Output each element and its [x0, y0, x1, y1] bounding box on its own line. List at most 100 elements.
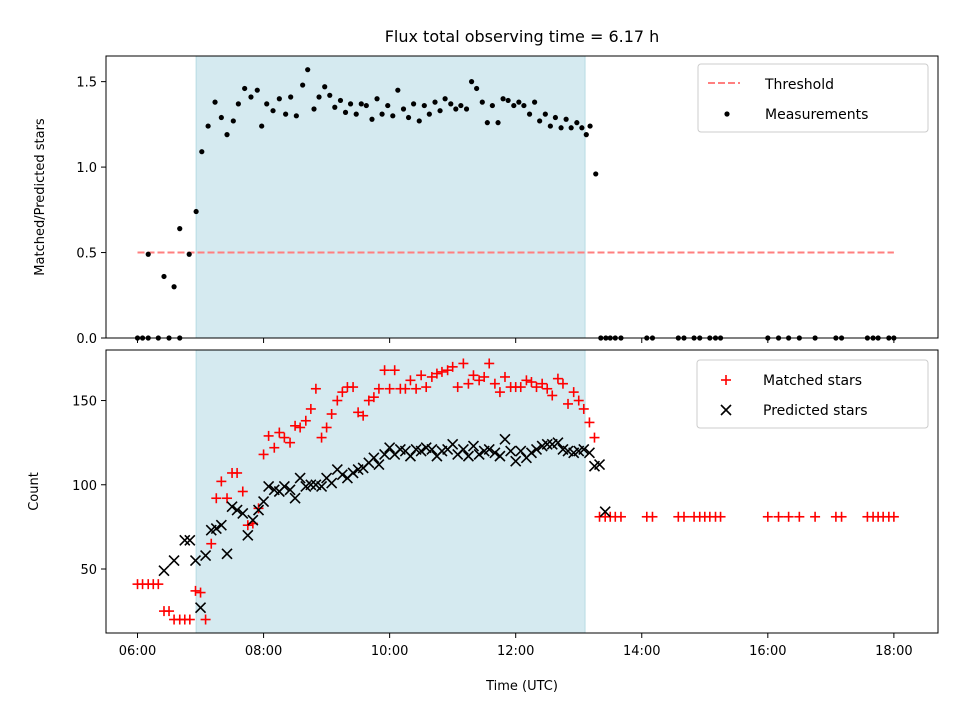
measurement-point — [437, 108, 443, 114]
top-legend: Threshold Measurements — [697, 63, 929, 133]
measurement-point — [448, 101, 454, 107]
matched-star-point — [494, 387, 505, 398]
predicted-star-point — [583, 447, 596, 459]
matched-star-point — [442, 365, 453, 376]
matched-star-point — [542, 383, 553, 394]
x-tick-label: 14:00 — [623, 644, 660, 659]
predicted-star-point — [278, 480, 290, 493]
y-tick-label: 0.5 — [76, 247, 97, 262]
measurement-point — [583, 132, 589, 138]
predicted-star-point — [200, 549, 212, 562]
predicted-star-point — [426, 443, 438, 455]
matched-star-point — [285, 437, 296, 448]
chart-title: Flux total observing time = 6.17 h — [385, 27, 660, 46]
predicted-star-point — [326, 477, 338, 489]
measurement-point — [385, 102, 391, 109]
measurement-point — [568, 125, 574, 131]
matched-star-point — [810, 511, 821, 522]
matched-star-point — [400, 383, 411, 394]
matched-star-point — [368, 392, 379, 403]
matched-star-point — [326, 409, 337, 420]
predicted-star-point — [483, 443, 495, 455]
matched-star-point — [431, 368, 442, 379]
matched-star-point — [253, 503, 264, 514]
matched-star-point — [479, 371, 490, 382]
matched-star-point — [452, 382, 463, 393]
measurement-point — [511, 102, 517, 109]
measurement-point — [395, 87, 401, 93]
matched-star-point — [290, 420, 301, 431]
measurement-point — [332, 104, 338, 110]
predicted-star-point — [467, 440, 480, 452]
measurement-point — [224, 132, 230, 138]
matched-star-point — [384, 383, 395, 394]
measurement-point — [161, 273, 167, 280]
predicted-star-point — [541, 438, 553, 450]
matched-star-point — [242, 520, 253, 531]
matched-star-point — [468, 370, 479, 381]
predicted-star-point — [336, 469, 348, 481]
measurement-point — [547, 123, 553, 129]
measurement-point — [358, 101, 364, 107]
predicted-star-point — [499, 433, 511, 445]
predicted-star-point — [347, 467, 359, 479]
measurement-point — [347, 101, 354, 107]
matched-star-point — [715, 511, 726, 522]
measurement-point — [337, 97, 344, 104]
measurement-point — [235, 101, 241, 107]
matched-star-point — [358, 410, 369, 421]
legend-measurements-label: Measurements — [765, 107, 868, 123]
matched-star-point — [647, 511, 658, 522]
matched-star-point — [436, 366, 447, 377]
measurement-point — [587, 123, 593, 129]
x-tick-label: 16:00 — [749, 644, 786, 659]
measurement-point — [171, 284, 177, 290]
predicted-star-point — [384, 442, 396, 454]
predicted-star-point — [194, 602, 207, 614]
matched-star-point — [547, 390, 558, 401]
matched-star-point — [463, 378, 474, 389]
bottom-y-axis-label: Count — [27, 472, 42, 511]
measurement-point — [390, 113, 396, 119]
measurement-point — [369, 116, 375, 122]
matched-star-point — [232, 467, 243, 478]
measurement-point — [442, 96, 448, 102]
matched-star-point — [332, 395, 343, 406]
measurement-point — [248, 94, 254, 100]
predicted-star-point — [242, 529, 254, 541]
matched-star-point — [363, 395, 374, 406]
matched-star-point — [237, 486, 248, 497]
matched-star-point — [474, 375, 485, 386]
matched-star-point — [269, 442, 280, 453]
matched-star-point — [305, 403, 316, 414]
measurement-point — [205, 123, 211, 129]
x-tick-label: 08:00 — [245, 644, 282, 659]
measurement-point — [526, 111, 533, 117]
y-tick-label: 100 — [72, 479, 97, 494]
matched-star-point — [373, 383, 384, 394]
matched-star-point — [405, 375, 416, 386]
predicted-star-point — [593, 458, 606, 471]
predicted-star-point — [415, 445, 427, 457]
bottom-panel-frame — [105, 349, 939, 634]
matched-star-point — [521, 375, 532, 386]
matched-star-point — [531, 382, 542, 393]
measurement-point — [468, 79, 475, 85]
predicted-star-point — [294, 472, 306, 484]
matched-star-point — [573, 395, 584, 406]
y-tick-label: 1.5 — [76, 76, 97, 91]
bottom-legend: Matched stars Predicted stars — [696, 359, 929, 429]
measurement-point — [463, 106, 470, 112]
measurement-point — [327, 92, 333, 98]
matched-star-point — [274, 427, 285, 438]
measurement-point — [593, 171, 599, 177]
matched-star-point — [195, 587, 206, 598]
measurement-point — [379, 111, 385, 117]
matched-star-point — [484, 358, 495, 369]
y-tick-label: 1.0 — [76, 161, 97, 176]
measurement-point — [242, 85, 248, 92]
measurement-point — [145, 251, 151, 257]
matched-star-point — [537, 378, 548, 389]
predicted-star-point — [289, 492, 301, 504]
